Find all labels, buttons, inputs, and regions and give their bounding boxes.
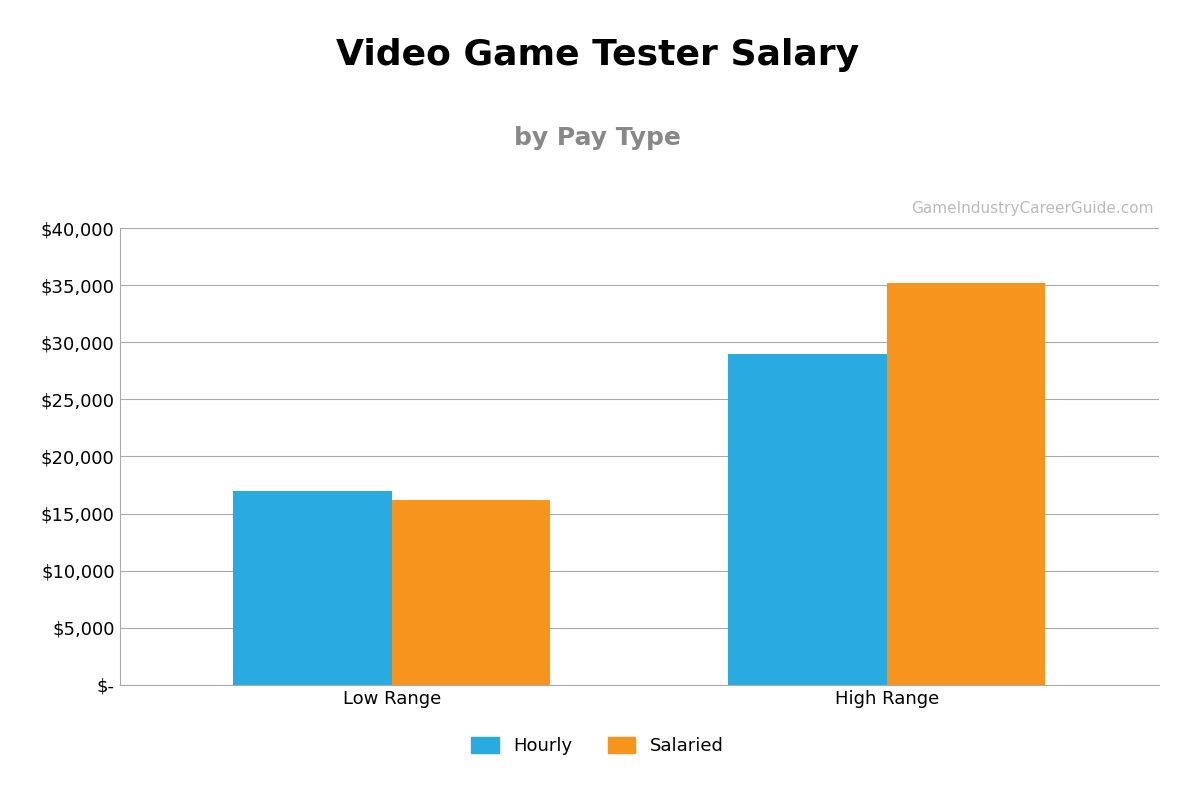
Legend: Hourly, Salaried: Hourly, Salaried <box>464 730 731 763</box>
Bar <box>392 500 550 685</box>
Text: GameIndustryCareerGuide.com: GameIndustryCareerGuide.com <box>911 201 1153 216</box>
Bar <box>729 354 887 685</box>
Text: by Pay Type: by Pay Type <box>514 126 681 150</box>
Bar <box>887 283 1046 685</box>
Text: Video Game Tester Salary: Video Game Tester Salary <box>336 38 859 72</box>
Bar <box>233 491 392 685</box>
